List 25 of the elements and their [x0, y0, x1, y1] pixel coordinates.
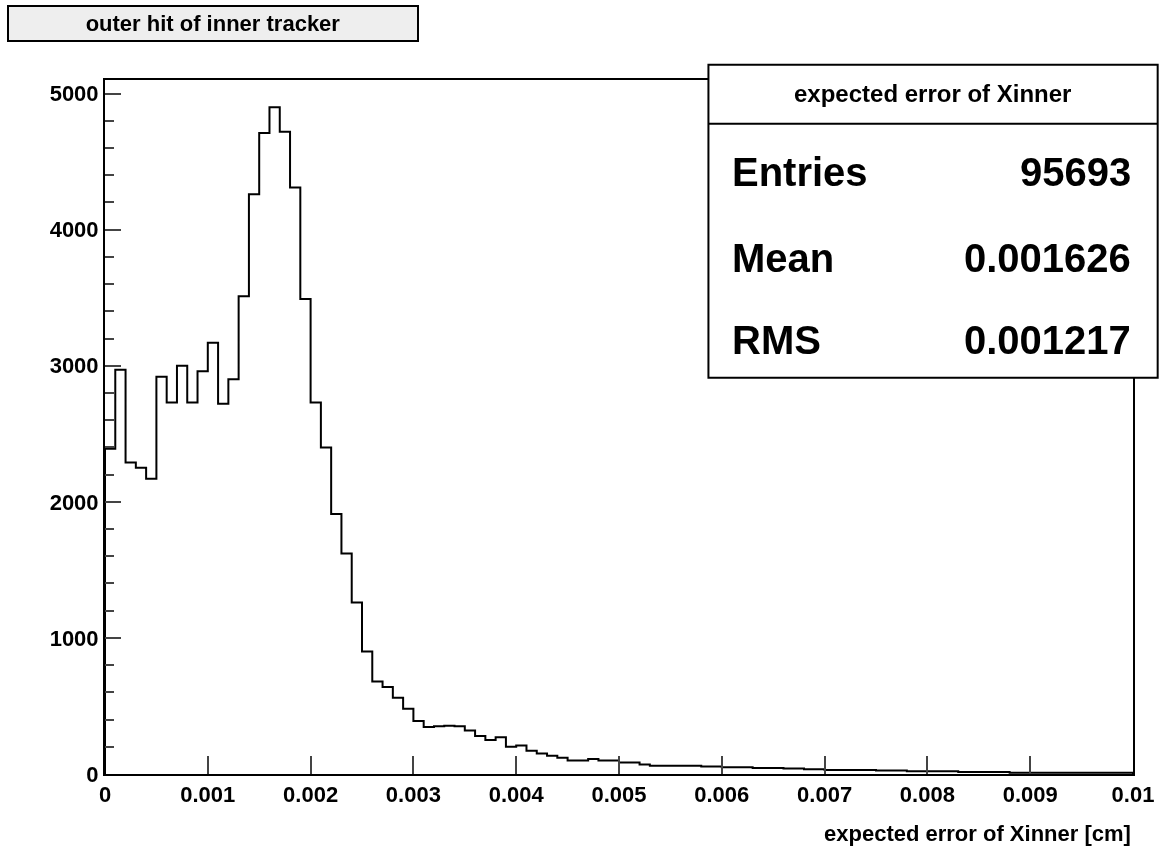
- chart-title: outer hit of inner tracker: [85, 11, 341, 36]
- x-tick-label: 0.006: [694, 782, 750, 808]
- annotation: Mean: [732, 236, 835, 280]
- y-tick-label: 0: [86, 761, 99, 787]
- annotation: 0.001217: [964, 318, 1131, 362]
- annotation: 95693: [1020, 150, 1132, 194]
- x-tick-label: 0.001: [180, 782, 236, 808]
- y-tick-label: 5000: [49, 81, 99, 107]
- y-tick-label: 4000: [49, 217, 99, 243]
- annotation: 0.001626: [964, 236, 1131, 280]
- x-tick-label: 0.008: [899, 782, 955, 808]
- x-tick-label: 0.005: [591, 782, 647, 808]
- x-tick-label: 0.007: [797, 782, 853, 808]
- y-tick-label: 1000: [49, 625, 99, 651]
- x-tick-label: 0.01: [1111, 782, 1155, 808]
- y-tick-label: 2000: [49, 489, 99, 515]
- x-axis-title: expected error of Xinner [cm]: [824, 821, 1131, 846]
- x-tick-label: 0.009: [1002, 782, 1058, 808]
- annotation: Entries: [732, 150, 868, 194]
- x-tick-label: 0.004: [488, 782, 545, 808]
- annotation: RMS: [732, 318, 821, 362]
- annotation: expected error of Xinner: [794, 80, 1072, 107]
- x-tick-label: 0.002: [283, 782, 339, 808]
- y-tick-label: 3000: [49, 353, 99, 379]
- x-tick-label: 0.003: [385, 782, 441, 808]
